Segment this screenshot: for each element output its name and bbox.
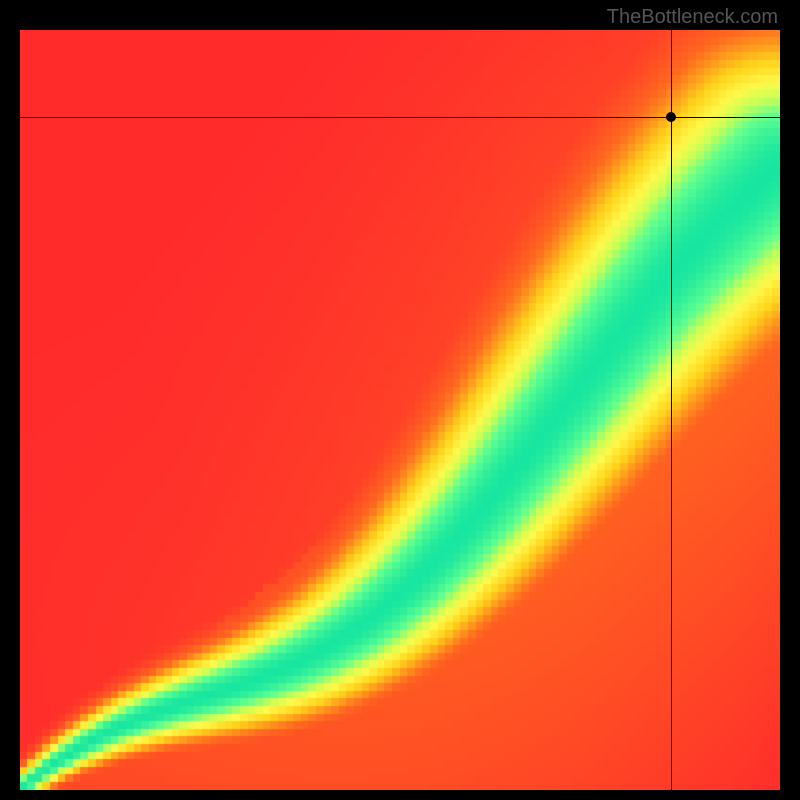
chart-container: TheBottleneck.com bbox=[0, 0, 800, 800]
watermark-label: TheBottleneck.com bbox=[607, 6, 778, 29]
crosshair-marker bbox=[666, 112, 676, 122]
crosshair-vertical bbox=[671, 30, 672, 790]
heatmap-plot bbox=[20, 30, 780, 790]
heatmap-canvas bbox=[20, 30, 780, 790]
